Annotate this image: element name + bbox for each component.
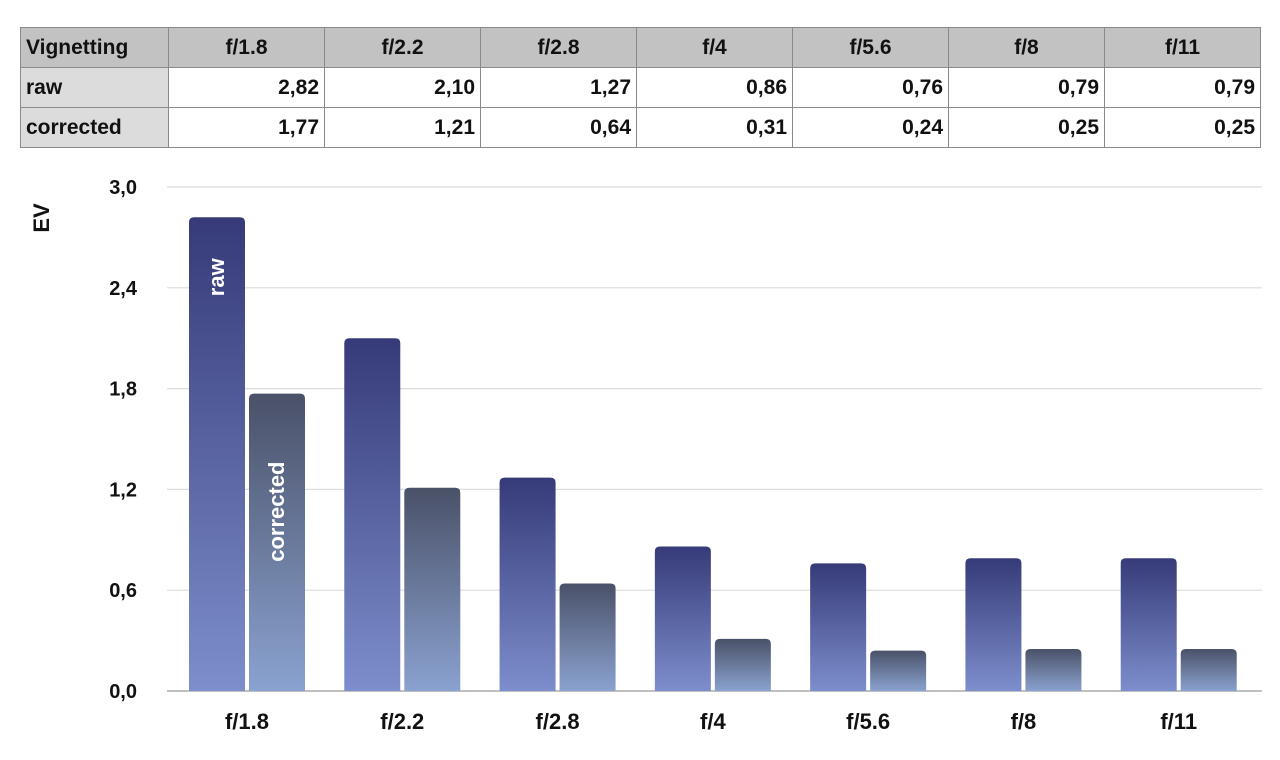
table-cell: 0,24 xyxy=(792,107,949,148)
raw-bar xyxy=(1120,558,1177,691)
table-row-label: raw xyxy=(20,67,169,108)
table-cell: 0,79 xyxy=(1104,67,1261,108)
table-cell: 1,27 xyxy=(480,67,637,108)
series-inline-label: corrected xyxy=(264,461,289,561)
table-cell: 0,86 xyxy=(636,67,793,108)
table-header-label: Vignetting xyxy=(20,27,169,68)
x-tick-label: f/2.8 xyxy=(536,709,580,734)
raw-bar xyxy=(965,558,1022,691)
x-tick-label: f/5.6 xyxy=(846,709,890,734)
series-inline-label: raw xyxy=(204,257,229,296)
table-cell: 2,82 xyxy=(168,67,325,108)
table-row-label: corrected xyxy=(20,107,169,148)
y-tick-label: 3,0 xyxy=(109,177,137,199)
table-cell: 0,64 xyxy=(480,107,637,148)
raw-bar xyxy=(189,217,245,692)
vignetting-data-table: Vignetting f/1.8 f/2.2 f/2.8 f/4 f/5.6 f… xyxy=(20,27,1261,148)
table-cell: 1,77 xyxy=(168,107,325,148)
table-column-header: f/11 xyxy=(1104,27,1261,68)
x-tick-label: f/8 xyxy=(1011,709,1037,734)
y-tick-label: 2,4 xyxy=(109,278,138,300)
table-row-raw: raw 2,82 2,10 1,27 0,86 0,76 0,79 0,79 xyxy=(20,67,1261,108)
table-column-header: f/2.8 xyxy=(480,27,637,68)
table-cell: 1,21 xyxy=(324,107,481,148)
corrected-bar xyxy=(870,650,927,691)
x-tick-label: f/11 xyxy=(1160,709,1197,734)
table-cell: 0,76 xyxy=(792,67,949,108)
corrected-bar xyxy=(559,583,616,691)
table-row-corrected: corrected 1,77 1,21 0,64 0,31 0,24 0,25 … xyxy=(20,107,1261,148)
x-tick-label: f/1.8 xyxy=(225,709,269,734)
y-tick-label: 1,2 xyxy=(109,479,137,501)
corrected-bar xyxy=(1025,649,1082,691)
corrected-bar xyxy=(714,638,771,691)
table-cell: 0,31 xyxy=(636,107,793,148)
y-tick-label: 0,6 xyxy=(109,580,137,602)
table-column-header: f/5.6 xyxy=(792,27,949,68)
table-header-row: Vignetting f/1.8 f/2.2 f/2.8 f/4 f/5.6 f… xyxy=(20,27,1261,68)
raw-bar xyxy=(810,563,867,691)
raw-bar xyxy=(344,338,401,691)
axis-labels: 0,0 0,6 1,2 1,8 2,4 3,0 f/1.8 f/2.2 f/2.8 f/4 f/5.… xyxy=(109,177,1197,734)
y-axis-label: EV xyxy=(29,203,54,233)
table-cell: 2,10 xyxy=(324,67,481,108)
bars: raw corrected xyxy=(189,217,1237,692)
table-column-header: f/8 xyxy=(948,27,1105,68)
raw-bar xyxy=(499,477,556,691)
corrected-bar xyxy=(249,393,305,691)
raw-bar xyxy=(654,546,711,691)
x-tick-label: f/4 xyxy=(700,709,726,734)
vignetting-table: Vignetting f/1.8 f/2.2 f/2.8 f/4 f/5.6 f… xyxy=(20,27,1261,148)
corrected-bar xyxy=(1180,649,1237,691)
table-cell: 0,25 xyxy=(948,107,1105,148)
x-tick-label: f/2.2 xyxy=(380,709,424,734)
corrected-bar xyxy=(404,487,461,691)
table-cell: 0,25 xyxy=(1104,107,1261,148)
y-tick-label: 1,8 xyxy=(109,379,137,401)
table-cell: 0,79 xyxy=(948,67,1105,108)
gridlines xyxy=(167,186,1262,692)
table-column-header: f/4 xyxy=(636,27,793,68)
y-tick-label: 0,0 xyxy=(109,681,137,703)
